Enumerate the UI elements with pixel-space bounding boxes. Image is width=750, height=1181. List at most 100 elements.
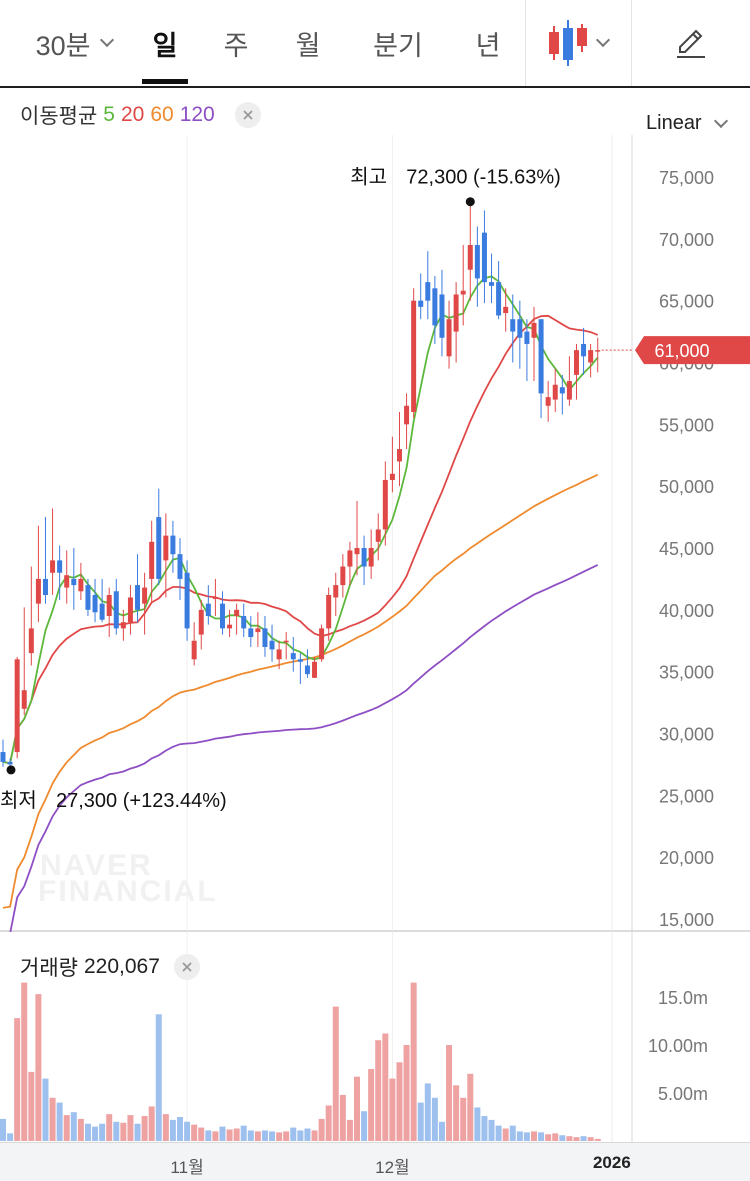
volume-bar [240,1125,247,1141]
pencil-icon [677,29,705,58]
volume-bar [205,1130,212,1141]
candle-body [113,591,119,629]
volume-tick-label: 10.00m [648,1036,708,1056]
price-tick-label: 75,000 [659,168,714,188]
volume-bar [120,1122,127,1141]
volume-bar [283,1131,290,1141]
candle-body [297,659,303,662]
candle-body [177,554,183,579]
volume-bar [488,1119,495,1141]
candle-body [581,343,587,357]
price-chart[interactable]: NAVERFINANCIAL75,00070,00065,00060,00055… [0,135,750,932]
volume-bar [446,1045,453,1141]
candle-body [326,594,332,629]
candle-body [0,752,6,762]
ma-legend-close-button[interactable] [234,102,261,128]
tab-week[interactable]: 주 [223,30,249,61]
volume-bar [198,1127,205,1141]
volume-bar [84,1123,91,1141]
price-tick-label: 65,000 [659,292,714,312]
candle-body [99,603,105,620]
candle-body [14,659,20,753]
volume-bar [169,1119,176,1141]
volume-bar [580,1136,587,1141]
ma-60-label: 60 [150,103,174,126]
drawing-tool-button[interactable] [632,0,750,86]
tab-day[interactable]: 일 [142,0,188,86]
candle-body [566,381,572,400]
volume-bar [212,1131,219,1141]
volume-bar [538,1132,545,1141]
candle-body [524,331,530,344]
volume-bar [325,1105,332,1141]
volume-bar [594,1138,601,1141]
moving-average-legend: 이동평균 5 20 60 120 [20,100,267,130]
candle-body [219,603,225,629]
candle-body [347,550,353,567]
volume-bar [375,1040,382,1141]
volume-legend-value: 220,067 [83,955,160,978]
volume-bar [545,1134,552,1141]
volume-bar [254,1131,261,1141]
candle-body [21,690,27,709]
candle-body [290,653,296,660]
candle-body [368,548,374,567]
volume-bar [113,1121,120,1141]
candle-body [545,397,551,406]
date-axis: 11월 12월 2026 [0,1142,750,1181]
candle-body [354,548,360,555]
candle-body [396,449,402,462]
candle-body [559,387,565,394]
candle-body [481,232,487,283]
candle-body [340,566,346,586]
candle-body [595,350,601,352]
candle-body [120,622,126,629]
volume-bar [177,1117,183,1141]
candle-body [191,640,197,660]
candle-body [446,319,452,357]
timeframe-label: 30분 [35,30,91,61]
volume-legend-close-button[interactable] [173,954,200,980]
current-price-tag [635,336,750,365]
candle-body [453,294,459,332]
ma-20-line [2,314,599,765]
volume-bar [566,1136,573,1141]
ma-120-line [9,564,599,932]
chevron-down-icon [713,113,728,128]
volume-bar [502,1128,509,1141]
candle-body [510,319,516,332]
price-tick-label: 40,000 [659,601,714,621]
volume-bar [49,1097,56,1141]
candle-body [42,578,48,595]
candle-body [312,661,318,678]
volume-bar [276,1132,283,1141]
volume-bar [56,1102,63,1141]
candle-body [156,517,162,579]
volume-bar [127,1115,134,1141]
volume-bar [403,1045,410,1141]
volume-bar [523,1132,530,1141]
period-tab-bar: 30분 일 주 월 분기 년 [0,0,750,88]
volume-bar [28,1071,35,1141]
chart-type-dropdown[interactable] [526,0,630,86]
volume-bar [148,1106,155,1141]
candle-body [467,245,473,270]
volume-bar [14,1018,21,1141]
volume-bar [311,1130,318,1141]
price-tick-label: 25,000 [659,786,714,806]
price-tick-label: 20,000 [659,848,714,868]
low-value: 27,300 (+123.44%) [56,790,227,812]
volume-chart[interactable]: 15.0m 10.00m 5.00m [0,932,750,1142]
volume-bar [92,1126,99,1141]
volume-bar [141,1116,148,1141]
volume-bar [587,1137,594,1141]
volume-bar [155,1014,162,1141]
tab-quarter[interactable]: 분기 [373,30,423,61]
scale-dropdown[interactable]: Linear [646,112,728,135]
candle-body [276,649,282,660]
candle-body [404,405,410,425]
candle-body [552,384,558,400]
timeframe-dropdown[interactable]: 30분 [24,0,124,86]
tab-month[interactable]: 월 [295,30,321,61]
tab-year[interactable]: 년 [475,30,501,61]
